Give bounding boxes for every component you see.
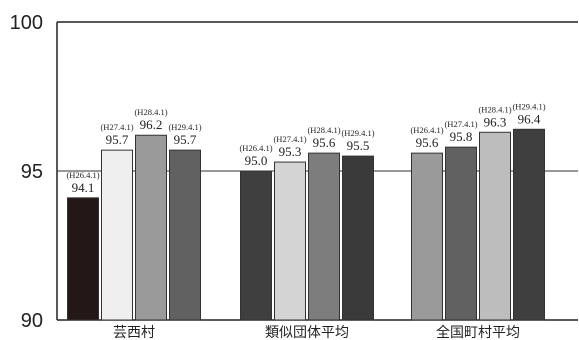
- data-label: 96.3: [484, 114, 507, 129]
- bar: [513, 128, 545, 321]
- data-label: 94.1: [72, 180, 95, 195]
- data-label: 95.8: [450, 129, 473, 144]
- bar: [67, 197, 99, 321]
- data-label: 95.0: [245, 153, 268, 168]
- period-label: (H29.4.1): [512, 101, 545, 111]
- x-axis-labels: 芸西村 類似団体平均 全国町村平均: [113, 324, 520, 340]
- period-label: (H26.4.1): [66, 170, 99, 180]
- period-label: (H27.4.1): [273, 134, 306, 144]
- x-category-label: 全国町村平均: [436, 324, 520, 340]
- period-label: (H29.4.1): [341, 128, 374, 138]
- bar: [274, 161, 306, 321]
- bar: [169, 149, 201, 321]
- period-label: (H27.4.1): [100, 122, 133, 132]
- period-label: (H28.4.1): [134, 107, 167, 117]
- data-label: 95.6: [416, 135, 439, 150]
- data-label: 95.3: [279, 144, 302, 159]
- y-tick-label: 95: [21, 161, 43, 183]
- data-label: 95.5: [347, 138, 370, 153]
- period-label: (H28.4.1): [478, 104, 511, 114]
- period-label: (H28.4.1): [307, 125, 340, 135]
- data-label: 96.2: [140, 117, 163, 132]
- x-category-label: 芸西村: [113, 325, 155, 340]
- x-category-label: 類似団体平均: [265, 325, 349, 340]
- data-label: 95.7: [174, 132, 197, 147]
- bar: [342, 155, 374, 321]
- period-label: (H26.4.1): [410, 125, 443, 135]
- period-label: (H29.4.1): [168, 122, 201, 132]
- bar: [135, 134, 167, 321]
- bar: [240, 170, 272, 321]
- y-tick-label: 100: [10, 12, 43, 34]
- data-label: 95.7: [106, 132, 129, 147]
- bar: [479, 131, 511, 321]
- data-label: 95.6: [313, 135, 336, 150]
- bar: [308, 152, 340, 321]
- bars: 94.1(H26.4.1)95.7(H27.4.1) 96.2(H28.4.1)9…: [66, 101, 546, 321]
- period-label: (H26.4.1): [239, 143, 272, 153]
- bar: [101, 149, 133, 321]
- data-label: 96.4: [518, 111, 541, 126]
- y-tick-label: 90: [21, 310, 43, 332]
- y-axis-labels: 90 95 100: [10, 12, 43, 332]
- period-label: (H27.4.1): [444, 119, 477, 129]
- bar: [411, 152, 443, 321]
- bar: [445, 146, 477, 321]
